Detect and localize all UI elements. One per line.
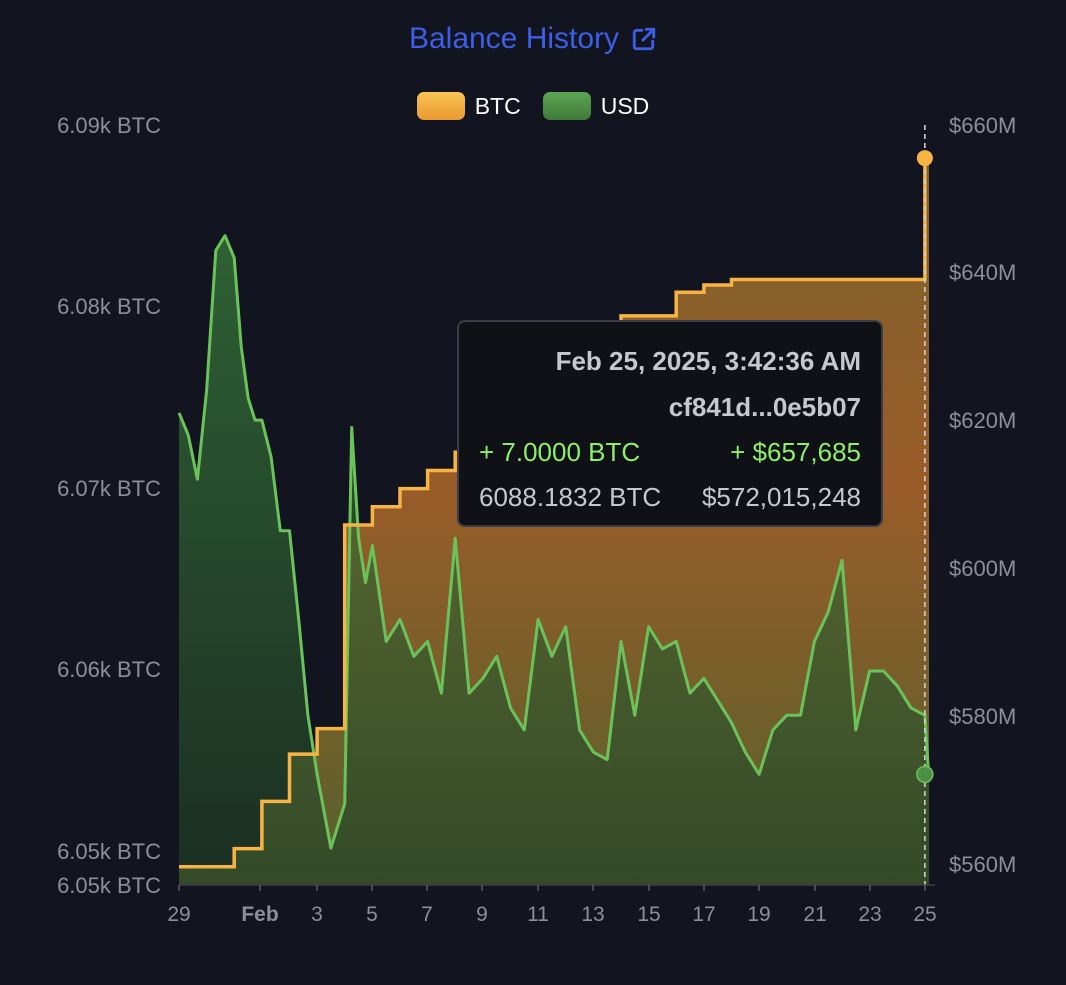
y-left-tick-label: 6.06k BTC	[57, 657, 161, 682]
y-left-tick-label: 6.08k BTC	[57, 294, 161, 319]
usd-area	[179, 235, 929, 885]
chart-title: Balance History	[408, 22, 620, 55]
x-tick-label: Feb	[241, 903, 278, 926]
x-tick-label: 9	[476, 903, 488, 926]
x-tick-label: 29	[167, 903, 190, 926]
tooltip: Feb 25, 2025, 3:42:36 AM cf841d...0e5b07…	[457, 320, 883, 527]
x-tick-label: 15	[637, 903, 660, 926]
tooltip-balance-btc: 6088.1832 BTC	[479, 482, 662, 512]
x-tick-label: 25	[913, 903, 936, 926]
title-wrap: Balance History	[0, 22, 1066, 56]
y-right-tick-label: $600M	[949, 556, 1016, 581]
btc-hover-point	[916, 150, 933, 167]
tooltip-tx-hash: cf841d...0e5b07	[668, 392, 861, 422]
btc-line	[179, 156, 929, 869]
legend-swatch-btc	[416, 92, 465, 120]
y-left-tick-label: 6.09k BTC	[57, 113, 161, 138]
x-tick-label: 3	[311, 903, 323, 926]
x-tick-label: 19	[747, 903, 770, 926]
tooltip-delta-usd: + $657,685	[730, 437, 861, 467]
y-left-tick-label: 6.05k BTC	[57, 839, 161, 864]
legend-label-usd: USD	[600, 92, 650, 119]
tooltip-date: Feb 25, 2025, 3:42:36 AM	[555, 346, 861, 376]
y-right-tick-label: $660M	[949, 113, 1016, 138]
tooltip-delta-row: + 7.0000 BTC + $657,685	[479, 437, 861, 468]
x-tick-label: 17	[692, 903, 715, 926]
tooltip-delta-btc: + 7.0000 BTC	[479, 437, 641, 467]
x-tick-label: 21	[803, 903, 826, 926]
balance-history-link[interactable]: Balance History	[409, 22, 657, 56]
x-tick-label: 13	[581, 903, 604, 926]
external-link-icon	[632, 27, 656, 51]
y-right-tick-label: $560M	[949, 852, 1016, 877]
usd-hover-point	[916, 765, 934, 784]
y-left-tick-label: 6.07k BTC	[57, 476, 161, 501]
tooltip-balance-row: 6088.1832 BTC $572,015,248	[479, 482, 861, 513]
x-tick-label: 23	[858, 903, 881, 926]
x-tick-label: 5	[366, 903, 378, 926]
y-right-tick-label: $640M	[949, 260, 1016, 285]
tooltip-balance-usd: $572,015,248	[701, 482, 861, 512]
legend-swatch-usd	[542, 92, 591, 120]
legend-item-usd[interactable]: USD	[542, 92, 650, 120]
legend-label-btc: BTC	[474, 92, 521, 119]
chart-legend: BTC USD	[0, 92, 1066, 120]
x-tick-label: 7	[421, 903, 433, 926]
y-right-tick-label: $620M	[949, 408, 1016, 433]
x-tick-label: 11	[527, 903, 549, 926]
legend-item-btc[interactable]: BTC	[416, 92, 521, 120]
usd-line	[177, 234, 931, 850]
y-left-tick-label: 6.05k BTC	[57, 873, 161, 898]
y-right-tick-label: $580M	[949, 704, 1016, 729]
